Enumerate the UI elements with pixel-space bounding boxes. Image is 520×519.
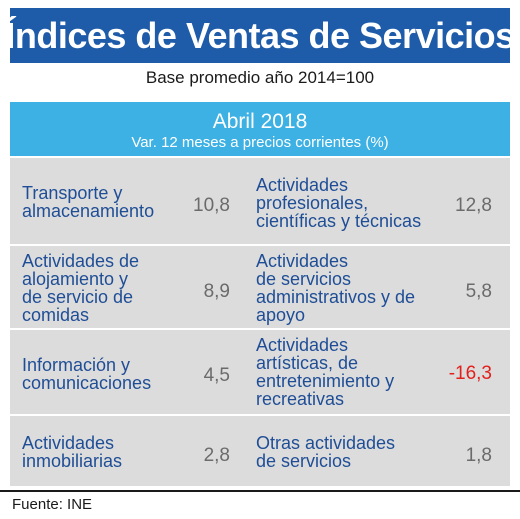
page-title: Índices de Ventas de Servicios	[5, 14, 515, 56]
title-bar: Índices de Ventas de Servicios	[5, 8, 515, 63]
subtitle: Base promedio año 2014=100	[145, 68, 375, 87]
sector-label: Actividades de alojamiento y de servicio…	[22, 251, 140, 325]
sector-value: 4,5	[203, 365, 230, 386]
footer-rule	[0, 490, 520, 492]
data-panel: Abril 2018 Var. 12 meses a precios corri…	[10, 102, 510, 486]
sector-label: Actividades artísticas, de entretenimien…	[256, 335, 395, 409]
period-label: Abril 2018	[212, 110, 308, 133]
sector-label: Información y comunicaciones	[22, 355, 152, 393]
sector-value-negative: -16,3	[448, 363, 492, 384]
table-row: Actividades de alojamiento y de servicio…	[10, 244, 510, 328]
panel-header: Abril 2018 Var. 12 meses a precios corri…	[10, 102, 510, 156]
sector-value: 12,8	[455, 195, 492, 216]
sector-value: 5,8	[465, 281, 492, 302]
variation-note: Var. 12 meses a precios corrientes (%)	[131, 134, 389, 151]
table-row: Información y comunicaciones 4,5 Activid…	[10, 328, 510, 414]
sector-label: Otras actividades de servicios	[256, 433, 396, 471]
sector-value: 8,9	[203, 281, 230, 302]
table-row: Actividades inmobiliarias 2,8 Otras acti…	[10, 414, 510, 486]
sector-value: 10,8	[193, 195, 230, 216]
source-note: Fuente: INE	[12, 496, 93, 513]
table-row: Transporte y almacenamiento 10,8 Activid…	[10, 156, 510, 244]
sector-label: Actividades de servicios administrativos…	[256, 251, 416, 325]
sector-value: 1,8	[465, 445, 492, 466]
sector-label: Actividades profesionales, científicas y…	[256, 175, 422, 231]
sector-label: Transporte y almacenamiento	[22, 183, 155, 221]
sector-value: 2,8	[203, 445, 230, 466]
sector-label: Actividades inmobiliarias	[22, 433, 123, 471]
